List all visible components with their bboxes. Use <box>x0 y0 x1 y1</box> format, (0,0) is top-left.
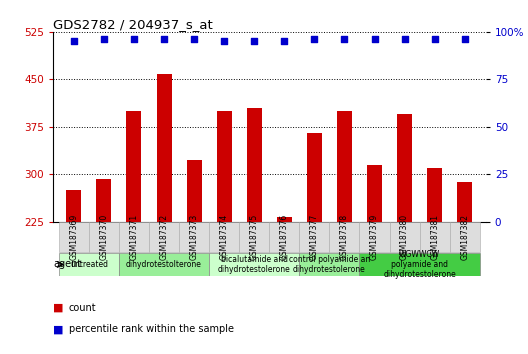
Text: dihydrotestolterone: dihydrotestolterone <box>126 260 202 269</box>
Bar <box>390 222 420 252</box>
Bar <box>209 222 239 252</box>
Bar <box>269 222 299 252</box>
Bar <box>307 133 322 222</box>
Bar <box>299 222 329 252</box>
Bar <box>427 168 442 222</box>
Bar <box>67 190 81 222</box>
Point <box>280 39 288 44</box>
Point <box>100 36 108 42</box>
Bar <box>179 222 209 252</box>
Point <box>190 36 199 42</box>
Text: GSM187380: GSM187380 <box>400 214 409 260</box>
Bar <box>247 108 262 222</box>
Point <box>310 36 318 42</box>
Bar <box>149 222 179 252</box>
Text: GSM187376: GSM187376 <box>280 214 289 260</box>
Text: ■: ■ <box>53 324 63 334</box>
Bar <box>156 74 172 222</box>
Point <box>130 36 138 42</box>
Bar <box>119 253 209 276</box>
Text: GSM187371: GSM187371 <box>129 214 138 260</box>
Bar <box>329 222 360 252</box>
Text: GSM187377: GSM187377 <box>310 214 319 260</box>
Point <box>370 36 379 42</box>
Bar <box>450 222 480 252</box>
Bar <box>457 182 472 222</box>
Text: WGWWCW
polyamide and
dihydrotestolerone: WGWWCW polyamide and dihydrotestolerone <box>383 250 456 279</box>
Bar <box>186 160 202 222</box>
Text: GSM187382: GSM187382 <box>460 214 469 260</box>
Text: GSM187375: GSM187375 <box>250 214 259 260</box>
Point <box>160 36 168 42</box>
Point <box>70 39 78 44</box>
Text: GSM187373: GSM187373 <box>190 214 199 260</box>
Bar <box>216 111 232 222</box>
Text: percentile rank within the sample: percentile rank within the sample <box>69 324 233 334</box>
Bar <box>337 111 352 222</box>
Bar <box>299 253 360 276</box>
Bar <box>127 111 142 222</box>
Text: GSM187369: GSM187369 <box>69 214 78 260</box>
Text: GSM187370: GSM187370 <box>99 214 108 260</box>
Text: GDS2782 / 204937_s_at: GDS2782 / 204937_s_at <box>53 18 213 31</box>
Text: GSM187381: GSM187381 <box>430 214 439 260</box>
Text: count: count <box>69 303 96 313</box>
Text: GSM187372: GSM187372 <box>159 214 168 260</box>
Bar <box>59 253 119 276</box>
Bar <box>89 222 119 252</box>
Bar <box>239 222 269 252</box>
Bar <box>397 114 412 222</box>
Point <box>460 36 469 42</box>
Text: GSM187374: GSM187374 <box>220 214 229 260</box>
Bar <box>209 253 299 276</box>
Point <box>430 36 439 42</box>
Text: untreated: untreated <box>70 260 108 269</box>
Bar <box>277 217 292 222</box>
Bar <box>360 253 480 276</box>
Text: bicalutamide and
dihydrotestolerone: bicalutamide and dihydrotestolerone <box>218 255 290 274</box>
Text: GSM187378: GSM187378 <box>340 214 349 260</box>
Bar <box>97 179 111 222</box>
Bar <box>119 222 149 252</box>
Bar <box>420 222 450 252</box>
Bar <box>360 222 390 252</box>
Point <box>340 36 348 42</box>
Text: ■: ■ <box>53 303 63 313</box>
Point <box>250 39 259 44</box>
Bar <box>367 165 382 222</box>
Bar <box>59 222 89 252</box>
Text: agent: agent <box>53 259 81 269</box>
Point <box>220 39 229 44</box>
Text: GSM187379: GSM187379 <box>370 214 379 260</box>
Text: control polyamide an
dihydrotestolerone: control polyamide an dihydrotestolerone <box>289 255 370 274</box>
Point <box>400 36 409 42</box>
